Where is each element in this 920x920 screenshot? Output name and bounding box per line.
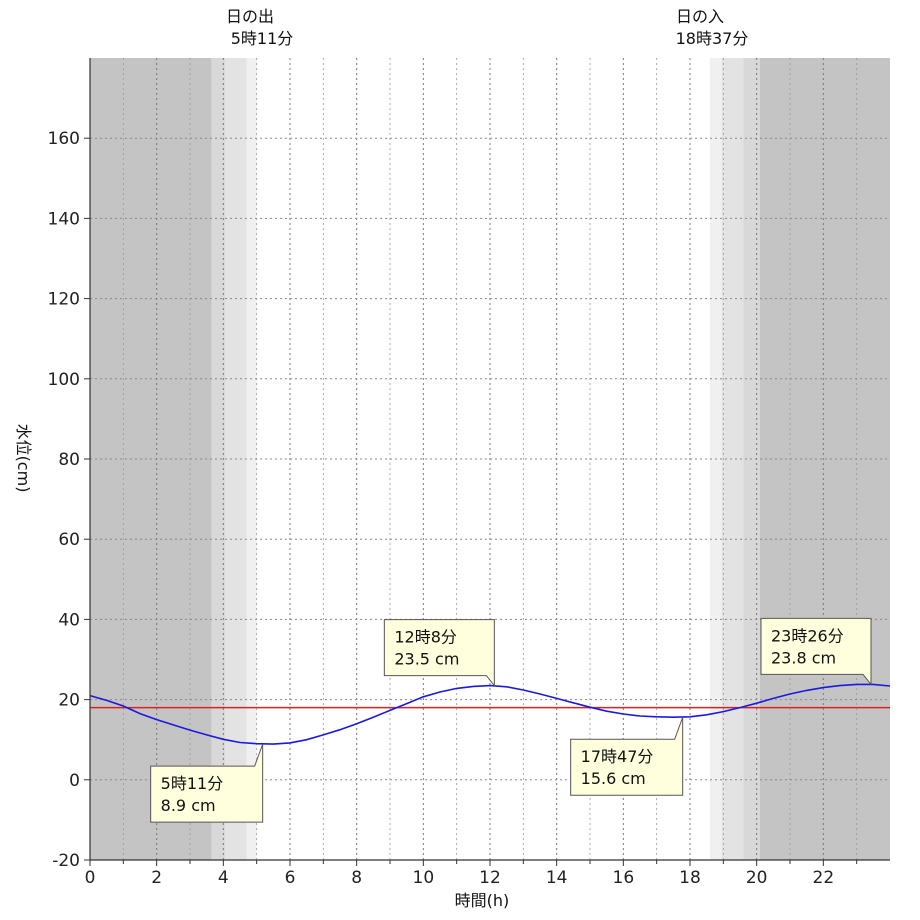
sunset-time: 18時37分 [676, 29, 749, 48]
y-tick-label: 140 [48, 209, 80, 229]
x-tick-label: 4 [218, 868, 229, 888]
x-tick-label: 8 [351, 868, 362, 888]
callout-time: 23時26分 [771, 626, 844, 645]
callout-box [760, 617, 872, 686]
callout-time: 5時11分 [161, 774, 224, 793]
y-tick-label: 60 [58, 530, 80, 550]
x-tick-label: 18 [679, 868, 701, 888]
x-tick-label: 16 [613, 868, 635, 888]
grid-lines [90, 58, 890, 860]
y-tick-label: 80 [58, 450, 80, 470]
callout-box [150, 743, 264, 823]
y-tick-label: 20 [58, 691, 80, 711]
x-tick-label: 20 [746, 868, 768, 888]
x-tick-label: 14 [546, 868, 568, 888]
y-tick-label: 40 [58, 610, 80, 630]
y-tick-label: 120 [48, 290, 80, 310]
callout-box [570, 717, 684, 796]
callout-box [383, 619, 495, 687]
sunrise-label: 日の出 [226, 7, 274, 26]
y-tick-label: 100 [48, 370, 80, 390]
y-tick-label: 0 [69, 771, 80, 791]
x-tick-label: 22 [813, 868, 835, 888]
callout-value: 23.8 cm [771, 648, 836, 667]
sunset-label: 日の入 [676, 7, 724, 26]
x-tick-label: 12 [479, 868, 501, 888]
x-tick-label: 0 [85, 868, 96, 888]
callout-time: 17時47分 [581, 747, 654, 766]
callout-value: 8.9 cm [161, 796, 216, 815]
y-tick-label: 160 [48, 129, 80, 149]
y-tick-label: -20 [52, 851, 80, 871]
callout-value: 23.5 cm [394, 650, 459, 669]
x-tick-label: 2 [151, 868, 162, 888]
callout: 5時11分 8.9 cm [150, 743, 264, 823]
series-line [89, 683, 891, 745]
callout: 12時8分 23.5 cm [383, 619, 495, 687]
callout: 17時47分 15.6 cm [570, 717, 684, 796]
twilight-band [211, 58, 225, 860]
y-axis-title: 水位(cm) [14, 424, 33, 493]
x-tick-label: 10 [413, 868, 435, 888]
callouts: 5時11分 8.9 cm 12時8分 23.5 cm 17時47分 15.6 cm 23時2… [150, 617, 872, 823]
x-axis-title: 時間(h) [455, 891, 510, 910]
callout-value: 15.6 cm [581, 769, 646, 788]
sunrise-time: 5時11分 [231, 29, 294, 48]
y-tick-labels: -20 0 20 40 60 80 100 120 140 160 [48, 129, 80, 871]
twilight-band [721, 58, 744, 860]
axes [84, 58, 890, 866]
x-tick-labels: 0 2 4 6 8 10 12 14 16 18 20 22 [85, 868, 835, 888]
x-tick-label: 6 [285, 868, 296, 888]
callout-time: 12時8分 [394, 628, 457, 647]
callout: 23時26分 23.8 cm [760, 617, 872, 686]
